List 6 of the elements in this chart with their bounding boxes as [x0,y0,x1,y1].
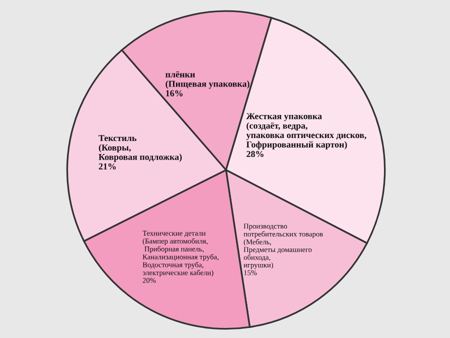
data-label: 16% [166,90,183,96]
data-label: 28% [246,150,264,158]
slice-label: Текстиль (Ковры, Ковровая подложка) [98,135,182,162]
slice-label: плёнки (Пищевая упаковка) [166,71,250,89]
slice-label: Жесткая упаковка (создаёт, ведра, упаковка оптических дисков, Гофрированный картон) [246,113,366,150]
data-label: 21% [98,163,116,170]
